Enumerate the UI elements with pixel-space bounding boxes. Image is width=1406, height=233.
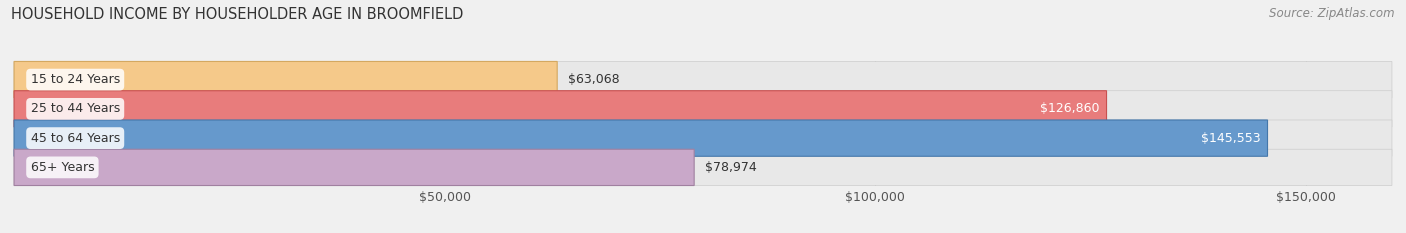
- Text: 45 to 64 Years: 45 to 64 Years: [31, 132, 120, 145]
- Text: 25 to 44 Years: 25 to 44 Years: [31, 102, 120, 115]
- FancyBboxPatch shape: [14, 91, 1107, 127]
- Text: $63,068: $63,068: [568, 73, 620, 86]
- FancyBboxPatch shape: [14, 91, 1392, 127]
- FancyBboxPatch shape: [14, 62, 1392, 98]
- Text: 15 to 24 Years: 15 to 24 Years: [31, 73, 120, 86]
- Text: $145,553: $145,553: [1201, 132, 1261, 145]
- Text: Source: ZipAtlas.com: Source: ZipAtlas.com: [1270, 7, 1395, 20]
- Text: 65+ Years: 65+ Years: [31, 161, 94, 174]
- Text: $78,974: $78,974: [706, 161, 756, 174]
- Text: HOUSEHOLD INCOME BY HOUSEHOLDER AGE IN BROOMFIELD: HOUSEHOLD INCOME BY HOUSEHOLDER AGE IN B…: [11, 7, 464, 22]
- Text: $126,860: $126,860: [1040, 102, 1099, 115]
- FancyBboxPatch shape: [14, 149, 1392, 185]
- FancyBboxPatch shape: [14, 120, 1392, 156]
- FancyBboxPatch shape: [14, 120, 1268, 156]
- FancyBboxPatch shape: [14, 62, 557, 98]
- FancyBboxPatch shape: [14, 149, 695, 185]
